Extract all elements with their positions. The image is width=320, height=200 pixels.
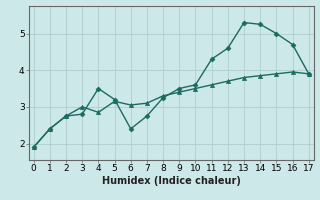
- X-axis label: Humidex (Indice chaleur): Humidex (Indice chaleur): [102, 176, 241, 186]
